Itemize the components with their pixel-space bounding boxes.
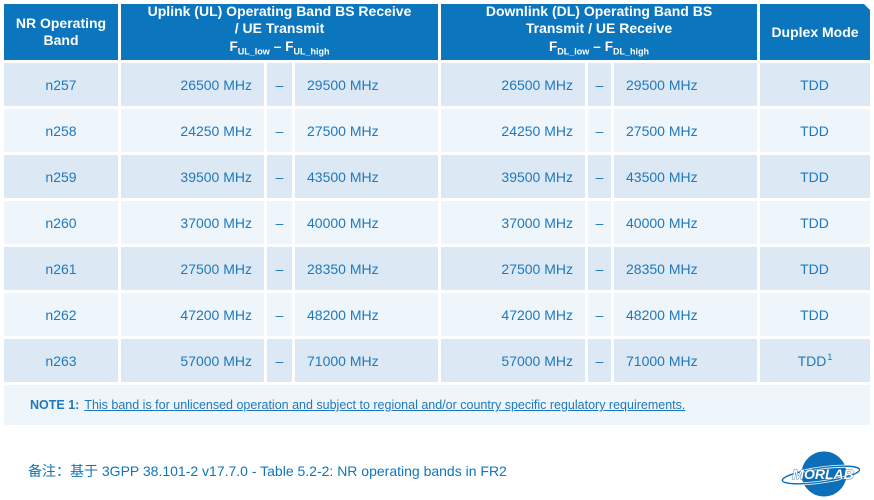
note-text: This band is for unlicensed operation an… [84,398,686,412]
duplex-cell: TDD [760,293,870,336]
dash-cell: – [267,155,292,198]
f-subscript-dl-high: DL_high [613,46,650,57]
band-cell: n261 [4,247,118,290]
f-subscript-ul-high: UL_high [293,46,330,57]
f-subscript-dl-low: DL_low [557,46,590,57]
logo-ring-inner [781,465,860,485]
duplex-cell: TDD [760,155,870,198]
dash-cell: – [588,109,611,152]
f-symbol: F [604,39,614,55]
band-cell: n258 [4,109,118,152]
ul-high-cell: 29500 MHz [295,63,438,106]
duplex-cell: TDD [760,201,870,244]
dl-low-cell: 24250 MHz [441,109,585,152]
dash-cell: – [267,339,292,382]
dash-cell: – [588,247,611,290]
ul-high-cell: 28350 MHz [295,247,438,290]
dash-cell: – [588,201,611,244]
morlab-logo: MORLAB [780,450,860,498]
ul-low-cell: 39500 MHz [121,155,264,198]
header-uplink: Uplink (UL) Operating Band BS Receive / … [121,3,438,61]
duplex-mode: TDD [800,214,829,231]
dl-high-cell: 29500 MHz [614,63,757,106]
logo-text: MORLAB [792,466,853,482]
dl-low-cell: 47200 MHz [441,293,585,336]
dl-low-cell: 39500 MHz [441,155,585,198]
dash-cell: – [588,339,611,382]
band-cell: n257 [4,63,118,106]
duplex-mode: TDD [800,260,829,277]
dash-cell: – [267,109,292,152]
dl-high-cell: 28350 MHz [614,247,757,290]
dl-high-cell: 40000 MHz [614,201,757,244]
nr-bands-table: NR Operating Band Uplink (UL) Operating … [4,3,870,425]
duplex-cell: TDD 1 [760,339,870,382]
dl-low-cell: 26500 MHz [441,63,585,106]
dl-low-cell: 57000 MHz [441,339,585,382]
ul-high-cell: 48200 MHz [295,293,438,336]
header-nr-operating-band: NR Operating Band [4,4,118,60]
dash-cell: – [267,247,292,290]
duplex-mode: TDD [800,306,829,323]
duplex-cell: TDD [760,109,870,152]
header-uplink-title-line1: Uplink (UL) Operating Band BS Receive [147,3,412,20]
dash: – [593,39,601,55]
f-symbol: F [229,39,238,55]
header-downlink-frequency-range: FDL_low – FDL_high [549,38,649,61]
ul-low-cell: 26500 MHz [121,63,264,106]
source-reference: 备注：基于 3GPP 38.101-2 v17.7.0 - Table 5.2-… [28,463,507,479]
ul-low-cell: 47200 MHz [121,293,264,336]
header-downlink-title-line2: Transmit / UE Receive [525,20,673,37]
band-cell: n259 [4,155,118,198]
duplex-cell: TDD [760,63,870,106]
dl-low-cell: 27500 MHz [441,247,585,290]
dash-cell: – [588,63,611,106]
header-uplink-title-line2: / UE Transmit [234,20,325,37]
dl-low-cell: 37000 MHz [441,201,585,244]
f-symbol: F [285,39,294,55]
header-uplink-frequency-range: FUL_low – FUL_high [229,38,329,61]
note-row: NOTE 1: This band is for unlicensed oper… [4,385,870,425]
logo-globe [800,450,848,498]
corner-notch [860,0,874,14]
ul-low-cell: 57000 MHz [121,339,264,382]
duplex-mode: TDD [800,76,829,93]
dl-high-cell: 48200 MHz [614,293,757,336]
band-cell: n263 [4,339,118,382]
f-symbol: F [548,39,558,55]
note-label: NOTE 1: [30,398,80,412]
ul-high-cell: 43500 MHz [295,155,438,198]
header-duplex-mode: Duplex Mode [760,4,870,60]
dash-cell: – [267,63,292,106]
ul-low-cell: 37000 MHz [121,201,264,244]
duplex-mode: TDD [800,168,829,185]
duplex-cell: TDD [760,247,870,290]
band-cell: n262 [4,293,118,336]
header-downlink-title-line1: Downlink (DL) Operating Band BS [485,3,713,20]
dash-cell: – [267,293,292,336]
band-cell: n260 [4,201,118,244]
dl-high-cell: 43500 MHz [614,155,757,198]
ul-high-cell: 71000 MHz [295,339,438,382]
dl-high-cell: 71000 MHz [614,339,757,382]
dash-cell: – [588,293,611,336]
dash-cell: – [588,155,611,198]
dl-high-cell: 27500 MHz [614,109,757,152]
dash-cell: – [267,201,292,244]
ul-high-cell: 40000 MHz [295,201,438,244]
ul-low-cell: 27500 MHz [121,247,264,290]
dash: – [273,39,282,55]
duplex-mode: TDD [800,122,829,139]
ul-low-cell: 24250 MHz [121,109,264,152]
duplex-mode: TDD [797,352,827,369]
ul-high-cell: 27500 MHz [295,109,438,152]
f-subscript-ul-low: UL_low [237,46,270,57]
header-downlink: Downlink (DL) Operating Band BS Transmit… [441,3,757,61]
